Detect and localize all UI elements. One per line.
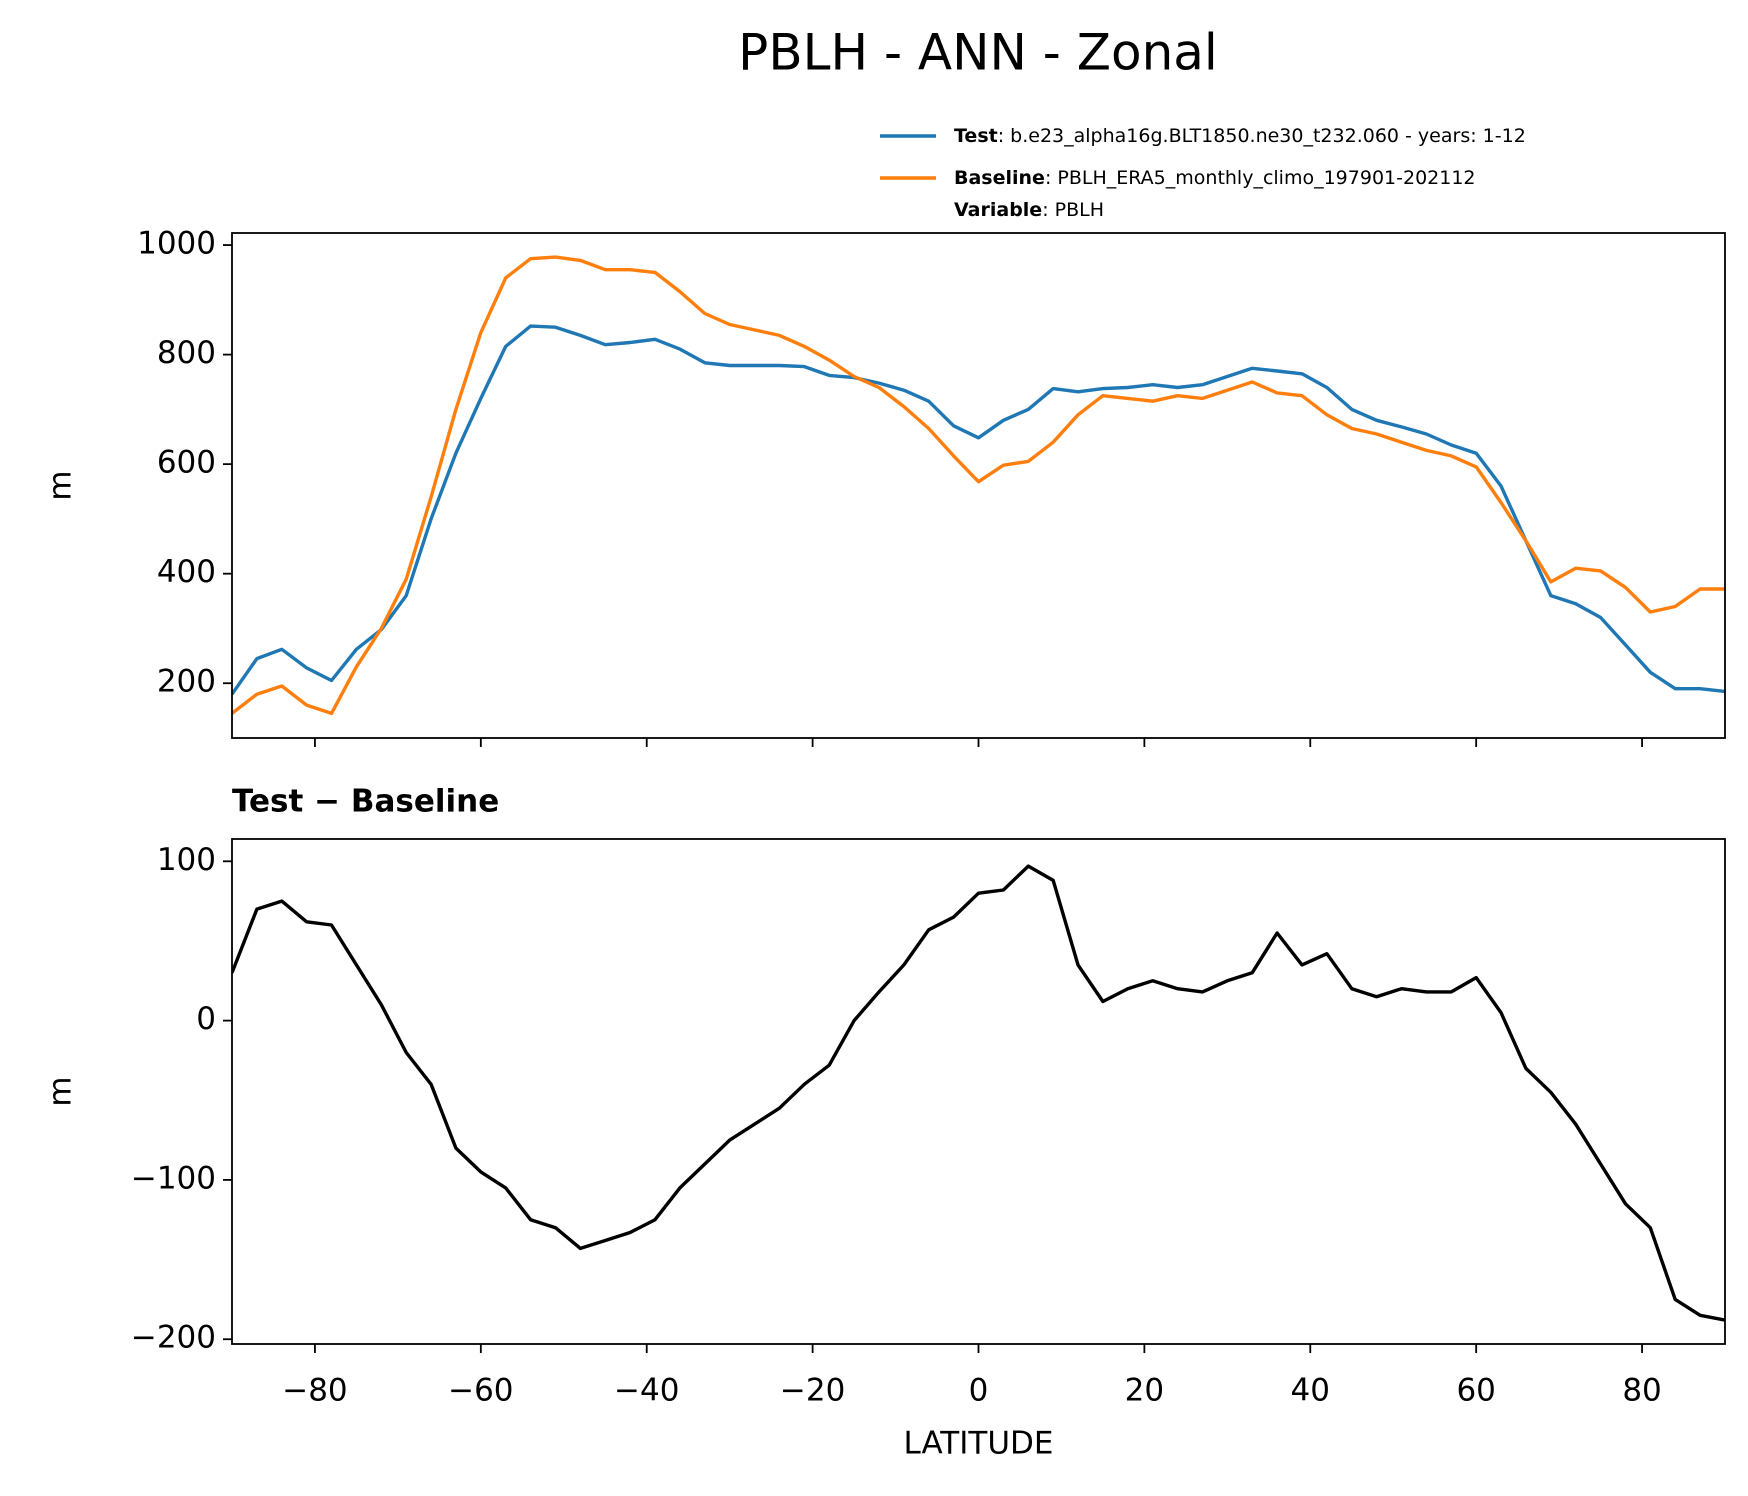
x-tick-label: 20 xyxy=(1125,1373,1164,1409)
legend-entry: Baseline: PBLH_ERA5_monthly_climo_197901… xyxy=(954,167,1476,189)
y-tick-label: 1000 xyxy=(137,226,216,262)
y-axis-label: m xyxy=(43,470,79,500)
x-tick-label: 60 xyxy=(1456,1373,1495,1409)
y-axis-label: m xyxy=(43,1076,79,1106)
subplot-title: Test − Baseline xyxy=(232,784,499,820)
y-tick-label: 800 xyxy=(157,335,216,371)
y-tick-label: −200 xyxy=(131,1320,216,1356)
x-tick-label: −20 xyxy=(780,1373,845,1409)
x-tick-label: 80 xyxy=(1622,1373,1661,1409)
legend-label: : PBLH_ERA5_monthly_climo_197901-202112 xyxy=(1045,167,1476,189)
x-tick-label: 40 xyxy=(1291,1373,1330,1409)
y-tick-label: 0 xyxy=(196,1001,216,1037)
legend-name: Variable xyxy=(954,199,1042,221)
y-tick-label: 100 xyxy=(157,842,216,878)
data-line xyxy=(232,324,1725,696)
x-axis-label: LATITUDE xyxy=(904,1426,1054,1462)
y-tick-label: −100 xyxy=(131,1160,216,1196)
legend-label: : PBLH xyxy=(1042,199,1104,221)
x-tick-label: −80 xyxy=(282,1373,347,1409)
axes-frame xyxy=(231,838,1726,1345)
x-tick-label: 0 xyxy=(969,1373,989,1409)
legend-entry: Test: b.e23_alpha16g.BLT1850.ne30_t232.0… xyxy=(954,125,1526,147)
legend-name: Test xyxy=(954,125,998,147)
legend-label: : b.e23_alpha16g.BLT1850.ne30_t232.060 -… xyxy=(998,125,1526,147)
data-line xyxy=(232,255,1725,716)
figure-title: PBLH - ANN - Zonal xyxy=(738,24,1218,82)
x-tick-label: −60 xyxy=(448,1373,513,1409)
axes-frame xyxy=(231,232,1726,739)
legend-entry: Variable: PBLH xyxy=(954,199,1104,221)
x-tick-label: −40 xyxy=(614,1373,679,1409)
data-line xyxy=(232,864,1725,1322)
y-tick-label: 200 xyxy=(157,664,216,700)
legend-name: Baseline xyxy=(954,167,1045,189)
y-tick-label: 600 xyxy=(157,445,216,481)
y-tick-label: 400 xyxy=(157,554,216,590)
